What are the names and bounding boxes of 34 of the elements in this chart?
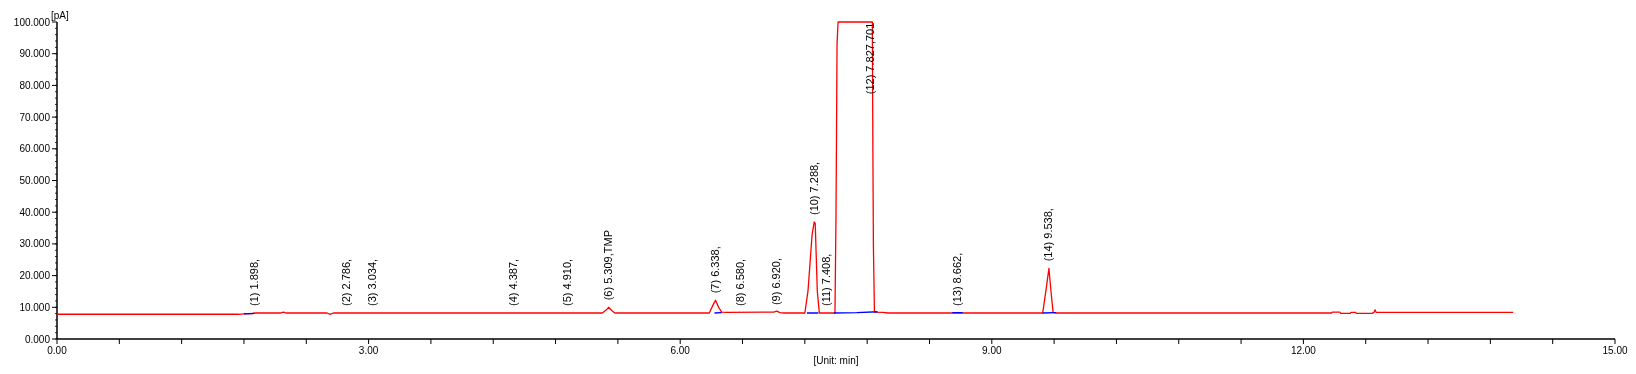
y-tick-label: 20.000 bbox=[19, 270, 51, 282]
x-tick-label: 3.00 bbox=[358, 345, 379, 356]
y-tick-label: 70.000 bbox=[19, 111, 51, 123]
line-series bbox=[56, 21, 1514, 315]
y-tick-label: 60.000 bbox=[19, 143, 51, 155]
annotation: (8) 6.580, bbox=[734, 258, 747, 307]
annotation: (2) 2.786, bbox=[340, 258, 353, 307]
x-tick-label: 15.00 bbox=[1602, 345, 1628, 356]
annotation: (14) 9.538, bbox=[1041, 208, 1054, 262]
x-tick-label: 12.00 bbox=[1290, 345, 1317, 356]
annotation: (6) 5.309,TMP bbox=[602, 229, 615, 301]
annotation: (4) 4.387, bbox=[506, 258, 519, 307]
annotation: (10) 7.288, bbox=[807, 161, 820, 216]
annotation: (5) 4.910, bbox=[560, 258, 573, 307]
x-axis-title: [Unit: min] bbox=[813, 355, 859, 366]
y-tick-label: 80.000 bbox=[19, 79, 51, 91]
annotation: (9) 6.920, bbox=[769, 257, 782, 306]
y-tick-label: 0.000 bbox=[24, 333, 51, 345]
annotation: (7) 6.338, bbox=[709, 246, 722, 294]
annotation: (3) 3.034, bbox=[366, 258, 379, 307]
x-tick-label: 6.00 bbox=[670, 345, 691, 356]
annotation: (11) 7.408, bbox=[820, 253, 833, 307]
y-tick-label: 100.000 bbox=[13, 16, 51, 28]
y-tick-label: 90.000 bbox=[19, 48, 51, 60]
annotation: (1) 1.898, bbox=[248, 258, 261, 307]
y-tick-label: 10.000 bbox=[19, 301, 51, 313]
y-tick-label: 30.000 bbox=[19, 238, 51, 250]
y-tick-label: 40.000 bbox=[19, 206, 51, 218]
annotation: (12) 7.827,701 bbox=[863, 22, 876, 95]
y-tick-label: 50.000 bbox=[19, 175, 51, 186]
y-axis-title: [pA] bbox=[51, 10, 70, 21]
annotation: (13) 8.662, bbox=[950, 252, 963, 307]
x-tick-label: 0.00 bbox=[47, 345, 68, 356]
x-tick-label: 9.00 bbox=[982, 345, 1002, 356]
